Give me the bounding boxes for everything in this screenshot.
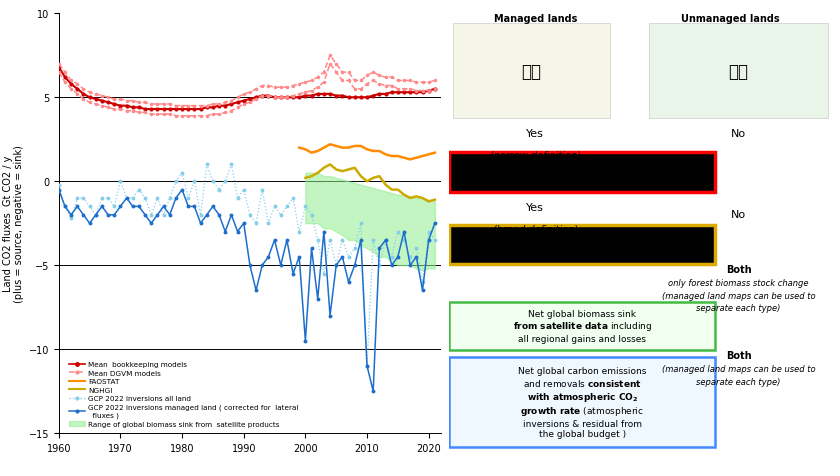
- Bar: [449, 357, 715, 447]
- Y-axis label: Land CO2 fluxes  Gt CO2 / y
(plus = source, negative = sink): Land CO2 fluxes Gt CO2 / y (plus = sourc…: [3, 145, 24, 302]
- Text: separate each type): separate each type): [696, 304, 780, 313]
- Text: Net global biomass sink
$\bf{from\ satellite\ data}$ including
all regional gain: Net global biomass sink $\bf{from\ satel…: [512, 309, 652, 343]
- Text: 🌲🌳: 🌲🌳: [728, 62, 748, 80]
- Text: (managed land maps can be used to: (managed land maps can be used to: [662, 364, 816, 373]
- FancyBboxPatch shape: [454, 24, 610, 119]
- Text: (narrow definition): (narrow definition): [490, 150, 580, 160]
- Text: only forest biomass stock change: only forest biomass stock change: [668, 278, 809, 288]
- Text: Managed lands: Managed lands: [494, 14, 577, 24]
- Text: No: No: [731, 129, 746, 139]
- Text: No: No: [731, 209, 746, 219]
- Text: Unmanaged lands: Unmanaged lands: [681, 14, 780, 24]
- Text: Net global carbon emissions
and removals $\bf{consistent}$
$\bf{with\ atmospheri: Net global carbon emissions and removals…: [518, 366, 647, 438]
- Text: Yes: Yes: [527, 202, 544, 212]
- Text: Yes: Yes: [527, 129, 544, 139]
- Text: 🌾🐄: 🌾🐄: [522, 62, 542, 80]
- FancyBboxPatch shape: [648, 24, 828, 119]
- Text: Both: Both: [726, 350, 751, 360]
- Text: Both: Both: [726, 264, 751, 274]
- Bar: [449, 302, 715, 350]
- Bar: [449, 152, 715, 193]
- Text: (broad definition): (broad definition): [493, 224, 578, 234]
- Bar: [449, 225, 715, 264]
- Text: (managed land maps can be used to: (managed land maps can be used to: [662, 291, 816, 300]
- Legend: Mean  bookkeeping models, Mean DGVM models, FAOSTAT, NGHGI, GCP 2022 inversions : Mean bookkeeping models, Mean DGVM model…: [66, 358, 302, 429]
- Text: separate each type): separate each type): [696, 377, 780, 386]
